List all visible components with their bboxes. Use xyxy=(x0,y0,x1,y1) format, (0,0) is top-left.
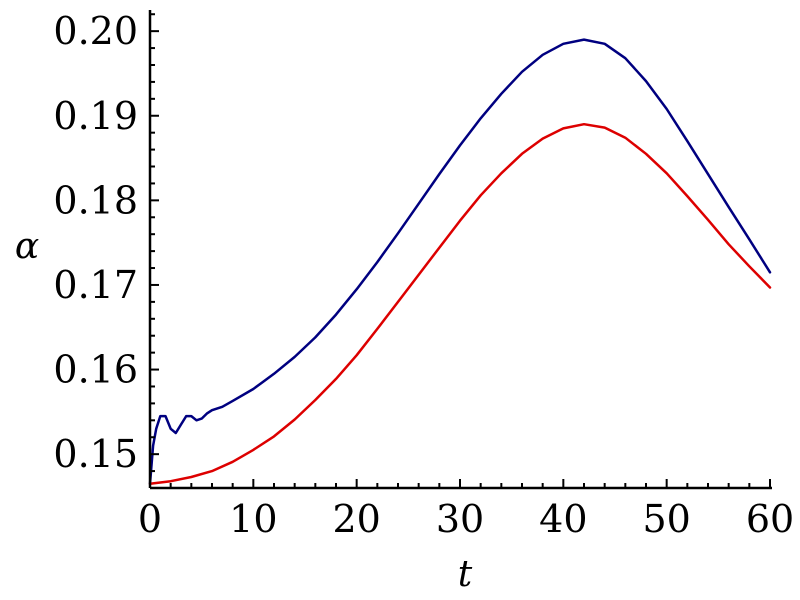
y-tick-label: 0.19 xyxy=(53,94,138,138)
x-tick-label: 0 xyxy=(138,497,162,541)
axes xyxy=(148,10,772,490)
x-tick-label: 60 xyxy=(746,497,794,541)
plot-area xyxy=(148,38,772,486)
y-tick-label: 0.15 xyxy=(53,432,138,476)
y-tick-label: 0.16 xyxy=(53,348,138,392)
y-tick-label: 0.18 xyxy=(53,178,138,222)
x-tick-label: 20 xyxy=(332,497,380,541)
x-tick-label: 40 xyxy=(539,497,587,541)
ticks: 0 10 20 30 40 50 60 0.15 0.16 0.17 0.18 0.19 0.20 xyxy=(53,9,794,541)
y-tick-label: 0.17 xyxy=(53,263,138,307)
x-tick-label: 10 xyxy=(229,497,277,541)
series-line-2 xyxy=(148,122,772,486)
x-axis-title: t xyxy=(458,554,473,595)
y-axis-title: α xyxy=(15,226,39,267)
y-tick-label: 0.20 xyxy=(53,9,138,53)
x-tick-label: 30 xyxy=(436,497,484,541)
x-tick-label: 50 xyxy=(642,497,690,541)
series-line-1 xyxy=(148,38,772,486)
